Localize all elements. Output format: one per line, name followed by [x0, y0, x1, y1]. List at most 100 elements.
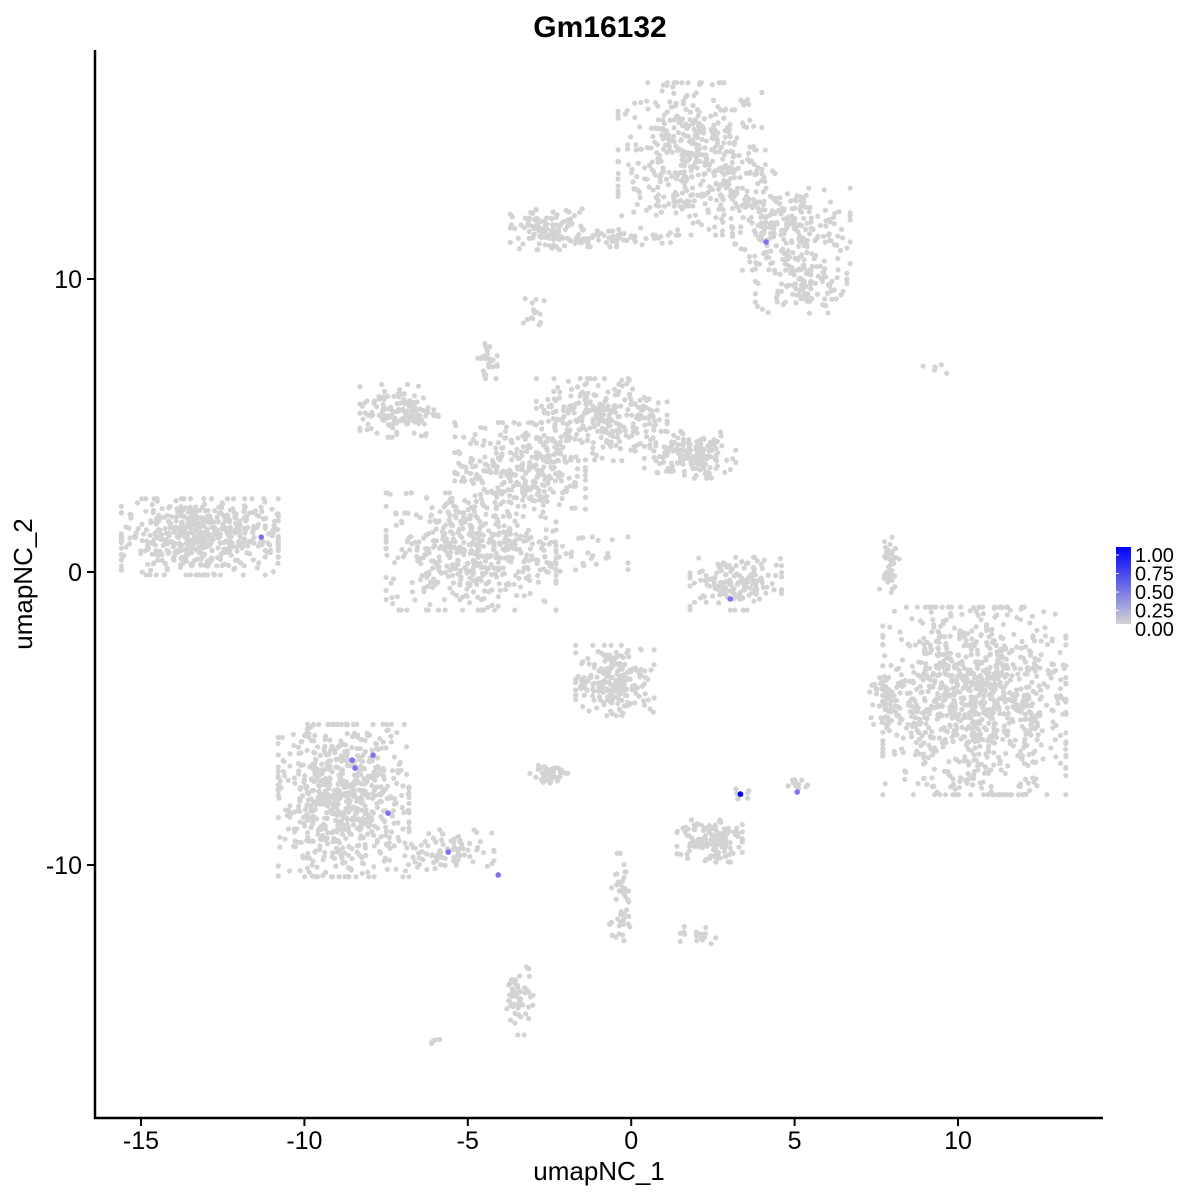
cell-point: [713, 132, 719, 138]
cell-point: [701, 594, 708, 600]
cell-point: [157, 548, 163, 554]
cell-point: [528, 315, 535, 321]
cell-point: [1050, 669, 1056, 675]
cell-point: [828, 199, 834, 205]
cell-point: [625, 566, 631, 573]
cell-point: [582, 494, 589, 500]
cell-point: [925, 689, 931, 695]
cell-point: [581, 677, 587, 683]
cell-point: [613, 404, 619, 410]
cell-point: [521, 593, 527, 599]
cell-point: [618, 652, 624, 659]
cell-point: [978, 617, 984, 623]
cell-point: [646, 421, 653, 427]
cell-point: [627, 667, 633, 673]
cell-point: [477, 491, 484, 498]
cell-point: [956, 660, 962, 667]
cell-point: [525, 432, 531, 438]
cell-point: [629, 433, 635, 439]
cell-point: [453, 592, 460, 598]
cell-point: [533, 398, 540, 405]
cell-point: [664, 399, 670, 405]
cell-point: [796, 243, 802, 249]
cell-point: [197, 548, 203, 555]
cell-point: [801, 199, 807, 205]
cell-point: [720, 156, 726, 162]
cell-point: [262, 572, 268, 578]
cell-point: [176, 548, 182, 554]
cell-point: [666, 201, 672, 207]
cell-point: [473, 513, 479, 519]
cell-point: [661, 194, 667, 200]
cell-point: [618, 403, 624, 409]
cell-point: [743, 193, 750, 199]
cell-point: [573, 687, 579, 693]
cell-point: [172, 549, 178, 555]
cell-point: [709, 447, 715, 453]
cell-point: [241, 509, 247, 515]
cell-point: [897, 715, 904, 722]
cell-point: [398, 607, 405, 613]
cell-point: [673, 143, 679, 149]
cell-point: [772, 170, 778, 177]
cell-point: [1000, 621, 1006, 628]
cell-point: [118, 563, 124, 569]
cell-point: [655, 400, 661, 406]
cell-point: [553, 567, 559, 573]
cell-point: [590, 445, 596, 451]
cell-point: [765, 309, 771, 316]
cell-point: [769, 581, 775, 587]
cell-point: [809, 263, 815, 269]
cell-point: [721, 115, 727, 121]
cell-point: [714, 141, 721, 147]
cell-point: [423, 570, 429, 577]
cell-point: [209, 547, 215, 554]
cell-point: [573, 454, 579, 460]
cell-point: [807, 298, 813, 304]
cell-point: [790, 282, 796, 288]
cell-point: [726, 129, 732, 136]
cell-point: [275, 542, 281, 548]
cell-point: [996, 604, 1002, 610]
cell-point: [574, 466, 581, 472]
cell-point: [420, 395, 426, 401]
cell-point: [644, 145, 650, 151]
cell-point: [1026, 752, 1032, 758]
cell-point: [592, 457, 598, 463]
cell-point: [819, 278, 825, 285]
cell-point: [262, 523, 268, 529]
cell-point: [659, 132, 665, 138]
cell-point: [585, 655, 591, 662]
cell-point: [331, 721, 337, 727]
cell-point: [821, 233, 827, 239]
cell-point: [704, 156, 710, 162]
cell-point: [660, 169, 667, 175]
cell-point: [327, 737, 333, 743]
cell-point: [740, 202, 746, 208]
cell-point: [452, 434, 458, 440]
cell-point: [804, 250, 810, 256]
cell-point: [632, 401, 638, 407]
cell-point: [815, 233, 821, 239]
cell-point: [224, 512, 230, 519]
cell-point: [616, 427, 622, 433]
cell-point: [607, 244, 613, 250]
cell-point: [694, 107, 701, 113]
cell-point: [491, 545, 497, 551]
cell-point: [593, 705, 600, 711]
cell-point: [1032, 726, 1038, 732]
cell-point: [1022, 716, 1028, 723]
cell-point: [466, 542, 472, 548]
cell-point: [275, 518, 281, 524]
cell-point: [614, 240, 620, 246]
cell-point: [396, 394, 402, 400]
cell-point: [802, 284, 808, 290]
cell-point: [675, 129, 681, 136]
cell-point: [640, 407, 646, 413]
cell-point: [701, 116, 708, 122]
cell-point: [724, 457, 730, 463]
cell-point: [952, 792, 958, 798]
cell-point: [998, 654, 1004, 661]
cell-point: [964, 740, 970, 746]
cell-point: [167, 525, 173, 531]
